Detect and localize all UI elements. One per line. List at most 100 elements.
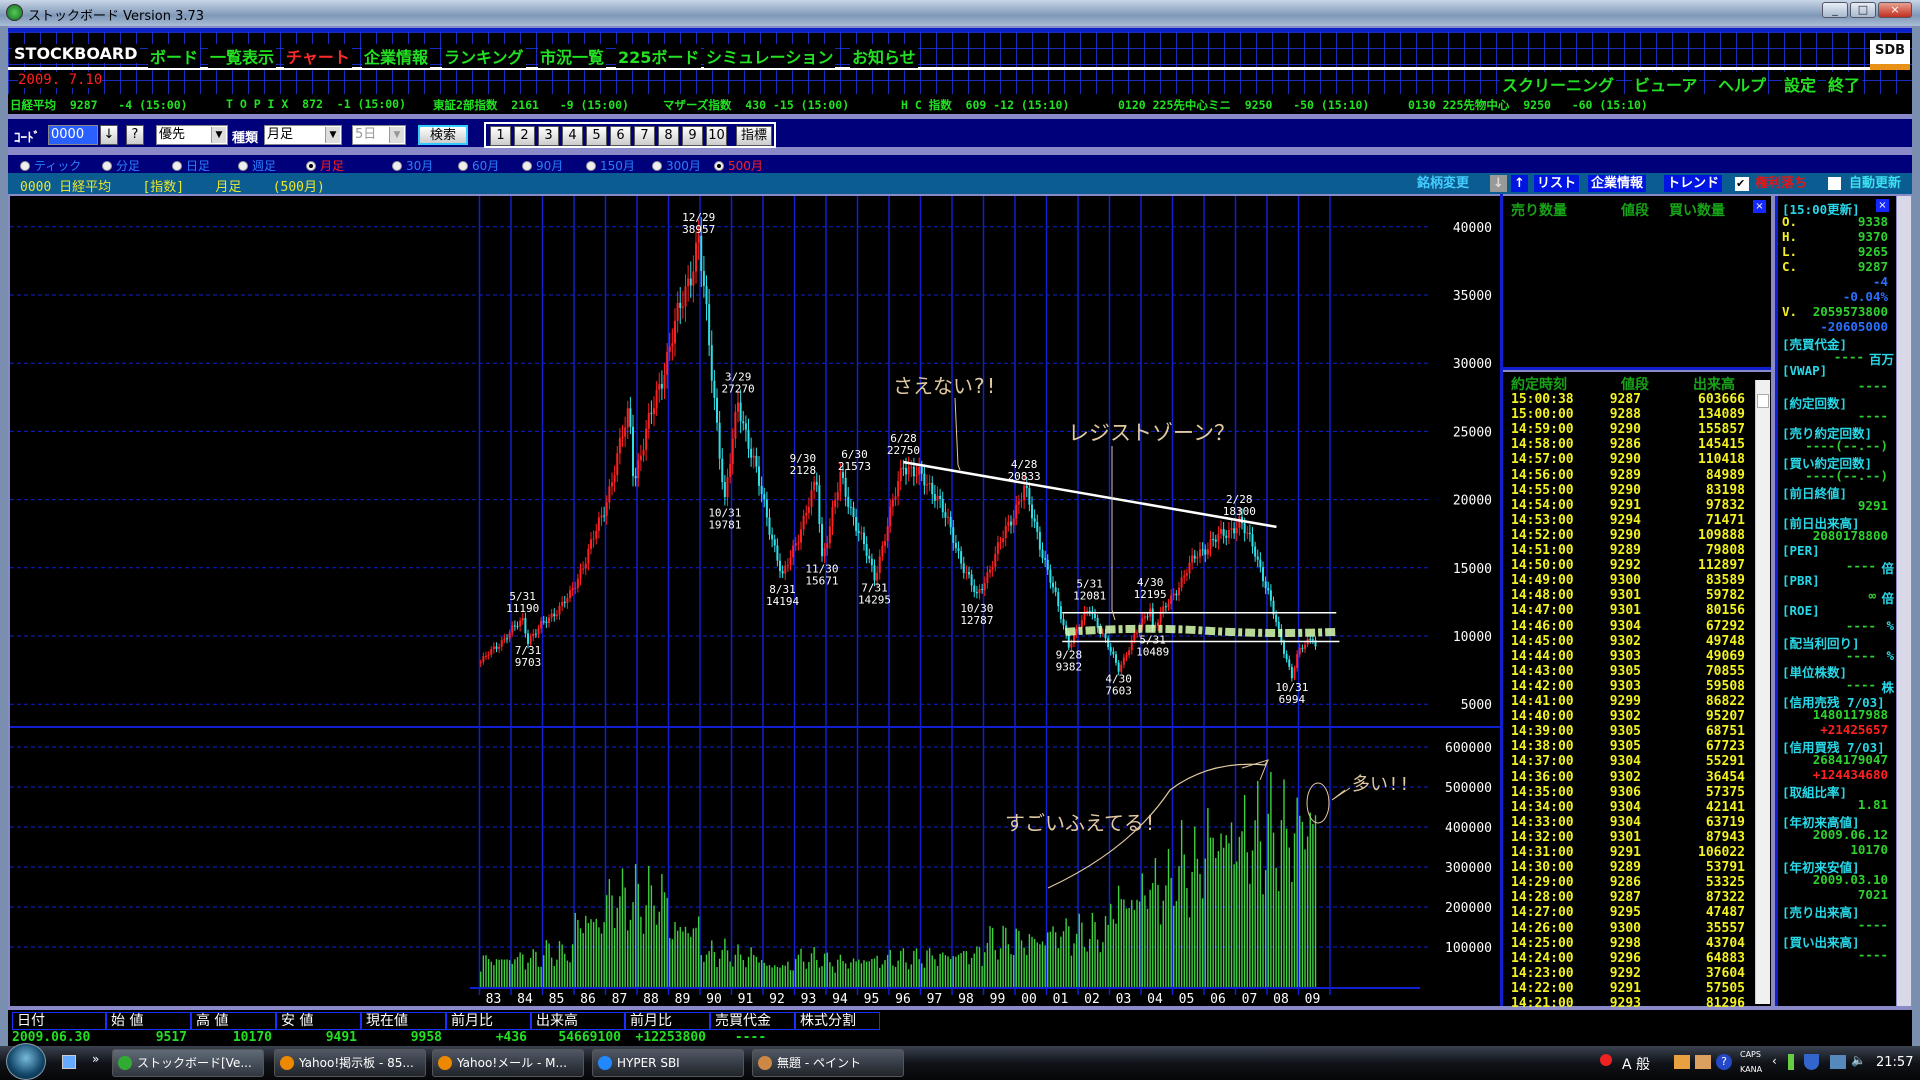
- list-button[interactable]: リスト: [1534, 175, 1580, 192]
- auto-update-checkbox[interactable]: [1828, 177, 1841, 190]
- indicator-number-button[interactable]: 7: [634, 126, 655, 146]
- radio-interval[interactable]: 週足: [238, 157, 276, 174]
- candle: [957, 548, 960, 552]
- radio-span[interactable]: 30月: [392, 157, 433, 174]
- security-shield-icon[interactable]: [1804, 1054, 1819, 1070]
- indicator-number-button[interactable]: 4: [562, 126, 583, 146]
- menu-item[interactable]: 企業情報: [362, 44, 431, 68]
- radio-span[interactable]: 60月: [458, 157, 499, 174]
- code-down-button[interactable]: ↓: [100, 125, 118, 145]
- taskbar-button[interactable]: ストックボード[Ve...: [112, 1049, 264, 1077]
- menu-item[interactable]: ボード: [148, 44, 201, 68]
- candle: [618, 437, 621, 454]
- candle: [1293, 667, 1296, 679]
- menu-item[interactable]: 225ボード: [616, 44, 702, 68]
- menu-item[interactable]: ヘルプ: [1716, 72, 1769, 96]
- days-select[interactable]: 5日 ▼: [352, 125, 406, 145]
- menu-item[interactable]: ランキング: [442, 44, 526, 68]
- menu-item[interactable]: 市況一覧: [538, 44, 607, 68]
- radio-interval[interactable]: ティック: [20, 157, 81, 174]
- company-info-button[interactable]: 企業情報: [1588, 175, 1647, 192]
- indicator-number-button[interactable]: 10: [706, 126, 727, 146]
- scroll-thumb[interactable]: [1757, 394, 1769, 408]
- indicator-number-button[interactable]: 1: [490, 126, 511, 146]
- candle: [650, 412, 653, 414]
- menu-item[interactable]: 終了: [1826, 72, 1863, 96]
- menu-item[interactable]: ビューア: [1632, 72, 1700, 96]
- info-unit: %: [1886, 647, 1894, 663]
- taskbar-button[interactable]: HYPER SBI: [592, 1049, 744, 1077]
- taskbar-button[interactable]: Yahoo!掲示板 - 85...: [274, 1049, 426, 1077]
- indicator-number-button[interactable]: 2: [514, 126, 535, 146]
- taskbar-button[interactable]: Yahoo!メール - M...: [432, 1049, 584, 1077]
- x-tick-label: 02: [1084, 992, 1100, 1006]
- indicator-number-button[interactable]: 5: [586, 126, 607, 146]
- signal-icon[interactable]: [1788, 1054, 1794, 1070]
- menu-item[interactable]: 一覧表示: [208, 44, 277, 68]
- candle: [1243, 523, 1246, 534]
- indicator-number-button[interactable]: 6: [610, 126, 631, 146]
- maximize-button[interactable]: □: [1850, 2, 1876, 18]
- indicator-button[interactable]: 指標: [736, 126, 772, 146]
- close-orderbook-button[interactable]: ×: [1753, 200, 1766, 213]
- tick-row: 14:32:00 9301 87943: [1503, 830, 1753, 845]
- radio-span[interactable]: 150月: [586, 157, 635, 174]
- index-ticker: 日経平均 9287 -4 (15:00) T O P I X 872 -1 (15…: [8, 94, 1912, 114]
- candle: [1107, 638, 1110, 648]
- minimize-button[interactable]: _: [1822, 2, 1848, 18]
- kind-select[interactable]: 月足 ▼: [264, 125, 342, 145]
- ime-tool-icon[interactable]: [1674, 1055, 1690, 1069]
- quick-launch-chevron[interactable]: »: [92, 1052, 100, 1066]
- network-icon[interactable]: [1830, 1055, 1846, 1069]
- tick-table-scrollbar[interactable]: [1755, 380, 1770, 1004]
- tick-row: 14:59:00 9290 155857: [1503, 422, 1753, 437]
- menu-item[interactable]: スクリーニング: [1500, 72, 1617, 96]
- radio-interval[interactable]: 分足: [102, 157, 140, 174]
- search-button[interactable]: 検索: [418, 125, 468, 145]
- resist-zone-band[interactable]: [1065, 624, 1337, 637]
- menu-item[interactable]: チャート: [284, 44, 352, 68]
- ime-indicator[interactable]: A 般: [1622, 1057, 1651, 1073]
- x-tick-label: 94: [832, 992, 848, 1006]
- help-button[interactable]: ?: [126, 125, 144, 145]
- start-button[interactable]: [6, 1043, 46, 1080]
- tick-volume: 63719: [1705, 814, 1745, 830]
- radio-span[interactable]: 90月: [522, 157, 563, 174]
- taskbar-button[interactable]: 無題 - ペイント: [752, 1049, 904, 1077]
- alert-icon[interactable]: [1600, 1054, 1612, 1066]
- show-desktop-icon[interactable]: [62, 1055, 76, 1069]
- code-input[interactable]: 0000: [48, 125, 98, 145]
- radio-span[interactable]: 500月: [714, 157, 763, 174]
- volume-tick-label: 100000: [1445, 941, 1492, 956]
- up-arrow-button[interactable]: ↑: [1511, 175, 1528, 192]
- dictionary-icon[interactable]: [1695, 1055, 1711, 1069]
- indicator-number-button[interactable]: 8: [658, 126, 679, 146]
- price-chart[interactable]: 40000 35000 30000 25000 20000 15000 10000 5000 6…: [10, 196, 1500, 1006]
- radio-interval[interactable]: 日足: [172, 157, 210, 174]
- tick-volume: 86822: [1705, 694, 1745, 709]
- indicator-number-button[interactable]: 3: [538, 126, 559, 146]
- indicator-number-button[interactable]: 9: [682, 126, 703, 146]
- tick-volume: 83589: [1705, 573, 1745, 589]
- menu-item[interactable]: お知らせ: [850, 44, 918, 68]
- priority-select[interactable]: 優先 ▼: [156, 125, 228, 145]
- resistance-trendline[interactable]: [903, 460, 1277, 529]
- info-value: 9291: [1857, 498, 1888, 513]
- close-button[interactable]: ×: [1878, 2, 1912, 18]
- menu-item[interactable]: シミュレーション: [704, 44, 836, 68]
- candle: [784, 565, 787, 574]
- radio-span[interactable]: 300月: [652, 157, 701, 174]
- candle: [776, 545, 779, 561]
- ex-rights-checkbox[interactable]: ✔: [1735, 177, 1749, 191]
- info-scrollbar[interactable]: [1897, 196, 1911, 1006]
- down-arrow-button[interactable]: ↓: [1490, 175, 1507, 192]
- menu-item[interactable]: 設定: [1782, 72, 1819, 96]
- radio-interval[interactable]: 月足: [306, 157, 344, 174]
- help-icon[interactable]: ?: [1716, 1054, 1732, 1070]
- tray-expand-icon[interactable]: ‹: [1772, 1054, 1777, 1068]
- candle: [555, 614, 558, 617]
- trend-button[interactable]: トレンド: [1664, 175, 1723, 192]
- volume-icon[interactable]: 🔈: [1851, 1053, 1866, 1067]
- close-info-button[interactable]: ×: [1876, 199, 1889, 212]
- clock[interactable]: 21:57: [1876, 1055, 1914, 1070]
